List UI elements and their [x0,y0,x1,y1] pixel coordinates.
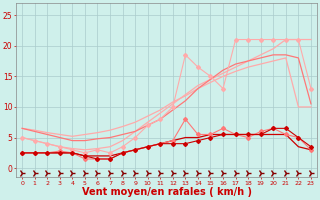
X-axis label: Vent moyen/en rafales ( km/h ): Vent moyen/en rafales ( km/h ) [82,187,252,197]
